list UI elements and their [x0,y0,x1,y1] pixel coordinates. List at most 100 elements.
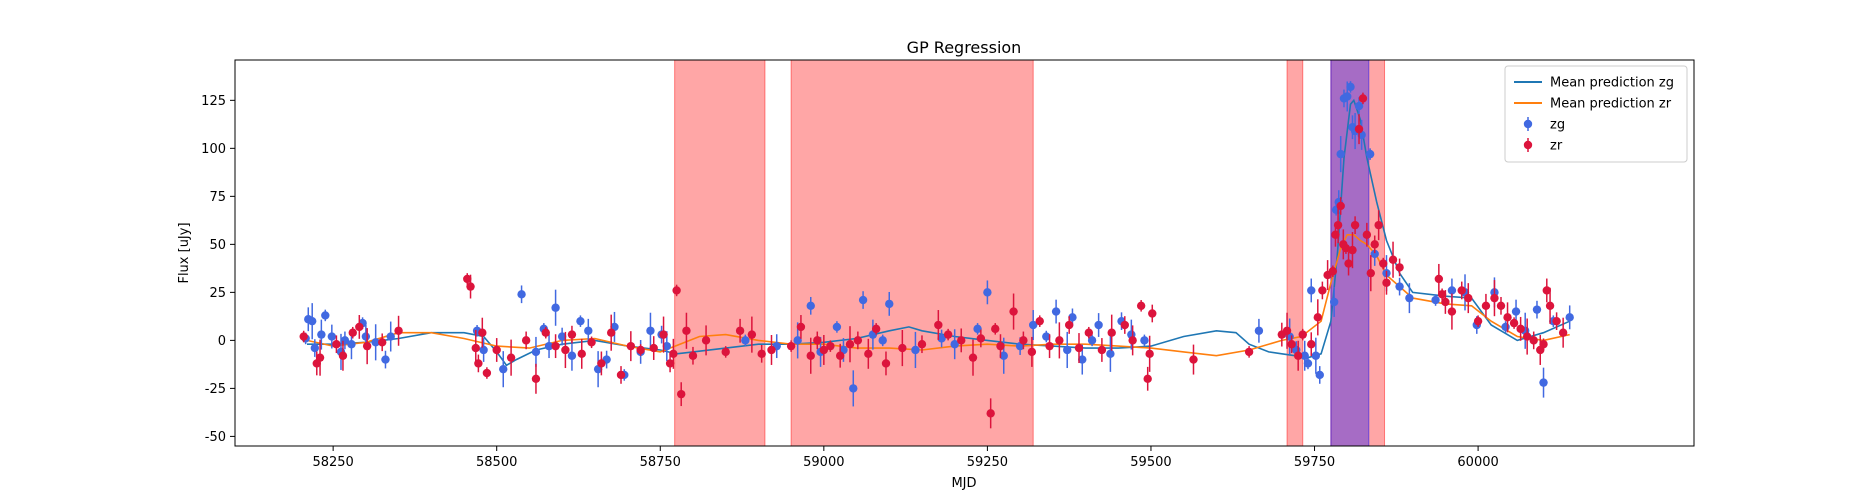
zr-point [968,339,978,376]
zg-marker [1365,149,1375,159]
zr-marker [677,389,686,399]
zr-point [1395,258,1404,277]
zr-marker [1136,301,1146,311]
zr-marker [597,359,606,368]
zr-marker [1348,245,1357,255]
zr-marker [1282,326,1292,335]
zg-marker [1329,297,1339,307]
zg-point [1311,337,1321,374]
zg-marker [832,322,842,332]
zg-point [551,289,560,326]
zr-point [806,337,815,374]
zr-marker [1503,313,1512,322]
zr-point [587,336,596,349]
legend-marker-swatch [1523,140,1533,150]
zg-marker [317,330,326,339]
zr-marker [355,322,364,332]
shaded-regions [674,59,1386,447]
zg-point [1354,97,1364,115]
zr-marker [482,368,492,378]
zr-point [1481,293,1491,318]
zr-marker [1362,230,1372,239]
zr-marker [835,351,845,360]
zr-point [747,316,757,353]
zr-marker [1145,349,1154,359]
zr-marker [378,338,387,347]
zr-point [677,382,686,407]
zg-marker [1539,378,1548,387]
y-tick-label: 100 [201,142,226,157]
zr-point [1189,344,1198,375]
zg-marker [551,303,560,312]
zr-point [669,338,678,369]
zg-marker [1051,307,1061,316]
zr-point [672,284,681,297]
zg-marker [567,351,577,360]
zr-marker [1379,259,1388,268]
zr-point [826,340,835,352]
zr-marker [813,336,822,345]
legend-entry: Mean prediction zr [1514,97,1672,112]
zr-marker [1490,293,1499,303]
zr-marker [1313,313,1323,322]
zg-point [544,334,554,359]
zr-point [531,363,541,394]
legend: Mean prediction zg Mean prediction zr zg zr [1504,65,1688,163]
zr-marker [659,330,668,339]
zr-marker [898,343,907,353]
zr-marker [577,349,586,359]
zr-point [1097,338,1107,362]
zg-marker [499,364,508,374]
zr-marker [701,336,711,345]
zr-marker [1539,340,1548,349]
zr-marker [1481,301,1491,311]
zr-point [1382,270,1391,295]
zg-point [950,329,959,360]
zg-marker [646,326,655,335]
zr-point [1370,235,1379,254]
zr-point [1128,325,1137,356]
zr-point [1298,328,1307,341]
zg-marker [1078,355,1087,364]
zg-marker [1354,101,1364,111]
zr-point [996,334,1005,359]
zg-point [386,321,395,352]
zr-marker [934,320,943,330]
zr-marker [1388,255,1398,264]
zr-point [1244,346,1254,358]
zg-marker [911,345,920,355]
x-tick-label: 58750 [640,455,681,470]
zg-marker [858,295,868,305]
zg-point [937,329,946,348]
zr-marker [1055,336,1064,345]
zr-point [1084,326,1094,339]
zg-point [1315,366,1324,384]
zr-marker [1328,267,1338,276]
zg-point [973,323,982,335]
zr-marker [1558,328,1568,337]
zr-marker [636,345,645,355]
zr-point [478,317,487,348]
zr-point [1441,290,1450,314]
zr-marker [1148,309,1157,318]
legend-entry: Mean prediction zg [1514,76,1674,91]
zr-point [378,333,387,352]
zr-point [917,335,927,354]
zr-point [1107,314,1116,351]
zr-point [482,367,492,379]
shaded-region-0 [674,59,766,447]
zr-point [1045,334,1054,359]
zg-marker [308,316,317,326]
zg-marker [1370,249,1379,259]
zr-marker [1307,340,1316,349]
zg-point [1395,277,1404,296]
zg-point [806,296,815,315]
zr-marker [606,328,616,337]
zr-point [1055,322,1064,359]
zg-marker [1254,326,1264,335]
zg-marker [1501,322,1510,332]
zr-marker [1529,336,1538,345]
zr-point [1148,304,1157,323]
zg-marker [1565,313,1574,322]
zr-marker [1035,316,1044,326]
